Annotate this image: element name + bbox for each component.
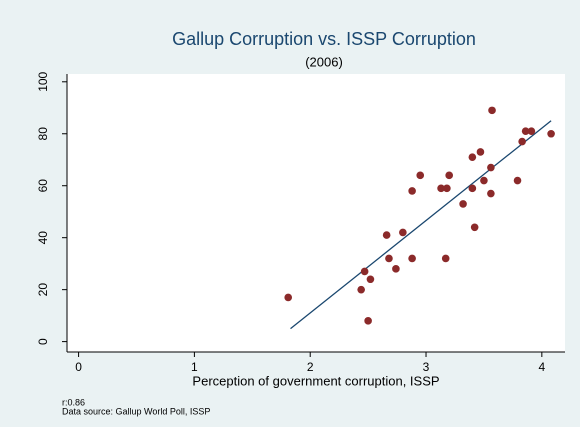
point [364, 317, 372, 325]
point [468, 184, 477, 193]
y-tick-label: 20 [36, 283, 50, 297]
fit-line [290, 120, 552, 330]
chart-title: Gallup Corruption vs. ISSP Corruption [172, 29, 476, 49]
point [366, 275, 375, 284]
point [547, 129, 555, 138]
point [487, 163, 495, 172]
note: r:0.86 [62, 397, 85, 407]
point [408, 187, 416, 195]
point [476, 148, 485, 156]
x-tick-label: 3 [423, 360, 430, 374]
point [487, 189, 495, 198]
x-tick-label: 0 [75, 360, 82, 374]
point [437, 184, 445, 193]
note: Data source: Gallup World Poll, ISSP [62, 406, 210, 416]
point [459, 200, 467, 208]
point [385, 254, 393, 263]
point [392, 265, 400, 273]
y-tick-label: 60 [36, 179, 50, 193]
point [284, 293, 293, 302]
point [488, 106, 496, 115]
point [518, 137, 526, 146]
point [408, 254, 416, 263]
point [382, 231, 391, 239]
point [399, 228, 407, 237]
point [441, 254, 450, 263]
y-tick-label: 0 [36, 338, 50, 345]
point [443, 184, 451, 193]
point [470, 223, 479, 232]
y-tick-label: 100 [36, 71, 50, 91]
point [360, 267, 369, 276]
point [480, 176, 488, 185]
point [513, 176, 522, 185]
point [527, 127, 536, 135]
plot-area [67, 74, 565, 352]
x-tick-label: 4 [538, 360, 545, 374]
point [468, 153, 477, 161]
x-tick-label: 1 [191, 360, 198, 374]
point [357, 285, 365, 294]
chart-subtitle: (2006) [305, 54, 343, 69]
point [416, 171, 425, 180]
x-axis-title: Perception of government corruption, ISS… [192, 373, 439, 388]
y-tick-label: 80 [36, 127, 50, 141]
point [445, 171, 453, 180]
y-tick-label: 40 [36, 231, 50, 245]
x-tick-label: 2 [307, 360, 314, 374]
point [521, 127, 530, 135]
